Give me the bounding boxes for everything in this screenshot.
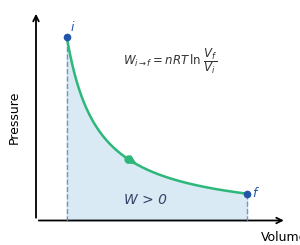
Text: W > 0: W > 0: [124, 193, 167, 207]
Text: f: f: [252, 187, 257, 200]
Text: Pressure: Pressure: [8, 91, 20, 144]
Text: $W_{i\rightarrow f} = nRT\, \ln\, \dfrac{V_f}{V_i}$: $W_{i\rightarrow f} = nRT\, \ln\, \dfrac…: [123, 46, 218, 75]
Text: i: i: [70, 21, 74, 34]
Text: Volume: Volume: [261, 231, 300, 244]
